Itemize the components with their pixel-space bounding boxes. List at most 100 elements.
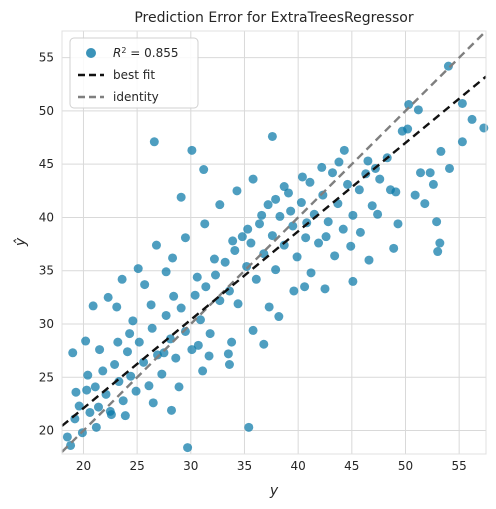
data-point: [209, 254, 219, 264]
data-point: [198, 366, 208, 376]
data-point: [220, 257, 230, 267]
data-point: [354, 185, 364, 195]
data-point: [271, 265, 281, 275]
data-point: [187, 145, 197, 155]
data-point: [200, 219, 210, 229]
legend-label-identity: identity: [113, 90, 159, 104]
data-point: [255, 219, 265, 229]
data-point: [146, 300, 156, 310]
data-point: [176, 192, 186, 202]
data-point: [318, 190, 328, 200]
x-tick-label: 25: [129, 459, 144, 473]
data-point: [467, 114, 477, 124]
data-point: [320, 284, 330, 294]
data-point: [457, 137, 467, 147]
data-point: [367, 201, 377, 211]
data-point: [404, 100, 414, 110]
data-point: [232, 186, 242, 196]
data-point: [267, 131, 277, 141]
data-point: [228, 236, 238, 246]
data-point: [410, 190, 420, 200]
data-point: [82, 385, 92, 395]
data-point: [151, 240, 161, 250]
data-point: [296, 198, 306, 208]
x-tick-labels: 20 25 30 35 40 45 50 55: [76, 459, 467, 473]
data-point: [224, 359, 234, 369]
data-point: [118, 396, 128, 406]
data-point: [193, 340, 203, 350]
data-point: [131, 386, 141, 396]
data-point: [334, 157, 344, 167]
data-point: [363, 156, 373, 166]
data-point: [204, 351, 214, 361]
data-point: [199, 165, 209, 175]
data-point: [230, 245, 240, 255]
x-tick-label: 45: [344, 459, 359, 473]
data-point: [271, 194, 281, 204]
data-point: [375, 174, 385, 184]
y-tick-label: 55: [39, 51, 54, 65]
data-point: [259, 249, 269, 259]
data-point: [305, 177, 315, 187]
data-point: [385, 185, 395, 195]
data-point: [147, 323, 157, 333]
data-point: [314, 238, 324, 248]
data-point: [215, 200, 225, 210]
data-point: [393, 219, 403, 229]
data-point: [479, 123, 489, 133]
data-point: [317, 162, 327, 172]
data-point: [244, 422, 254, 432]
data-point: [201, 282, 211, 292]
data-point: [159, 348, 169, 358]
y-tick-labels: 20 25 30 35 40 45 50 55: [39, 51, 54, 438]
data-point: [157, 369, 167, 379]
data-point: [416, 168, 426, 178]
y-tick-label: 25: [39, 370, 54, 384]
data-point: [168, 253, 178, 263]
x-tick-label: 50: [398, 459, 413, 473]
data-point: [306, 268, 316, 278]
data-point: [288, 221, 298, 231]
data-point: [433, 247, 443, 257]
identity-line: [61, 30, 487, 453]
data-point: [223, 349, 233, 359]
data-point: [373, 209, 383, 219]
data-point: [103, 292, 113, 302]
y-tick-label: 50: [39, 104, 54, 118]
data-point: [436, 146, 446, 156]
data-point: [338, 224, 348, 234]
data-point: [161, 267, 171, 277]
data-point: [90, 382, 100, 392]
data-point: [148, 398, 158, 408]
data-point: [68, 348, 78, 358]
data-point: [144, 381, 154, 391]
data-point: [91, 422, 101, 432]
data-point: [339, 145, 349, 155]
x-tick-label: 30: [183, 459, 198, 473]
data-point: [139, 357, 149, 367]
x-tick-label: 55: [452, 459, 467, 473]
data-point: [237, 232, 247, 242]
data-point: [328, 168, 338, 178]
data-point: [113, 337, 123, 347]
data-point: [397, 126, 407, 136]
data-point: [243, 224, 253, 234]
data-point: [117, 274, 127, 284]
y-tick-label: 35: [39, 264, 54, 278]
data-point: [140, 280, 150, 290]
data-point: [264, 302, 274, 312]
data-point: [174, 382, 184, 392]
data-point: [120, 411, 130, 421]
y-tick-label: 20: [39, 424, 54, 438]
data-point: [275, 211, 285, 221]
data-point: [128, 316, 138, 326]
legend-label-r2: R2 = 0.855: [113, 46, 178, 61]
data-point: [443, 61, 453, 71]
data-point: [134, 337, 144, 347]
data-point: [169, 291, 179, 301]
data-point: [133, 264, 143, 274]
x-axis-label: y: [269, 483, 279, 499]
x-tick-label: 20: [76, 459, 91, 473]
data-point: [389, 243, 399, 253]
data-point: [267, 231, 277, 241]
